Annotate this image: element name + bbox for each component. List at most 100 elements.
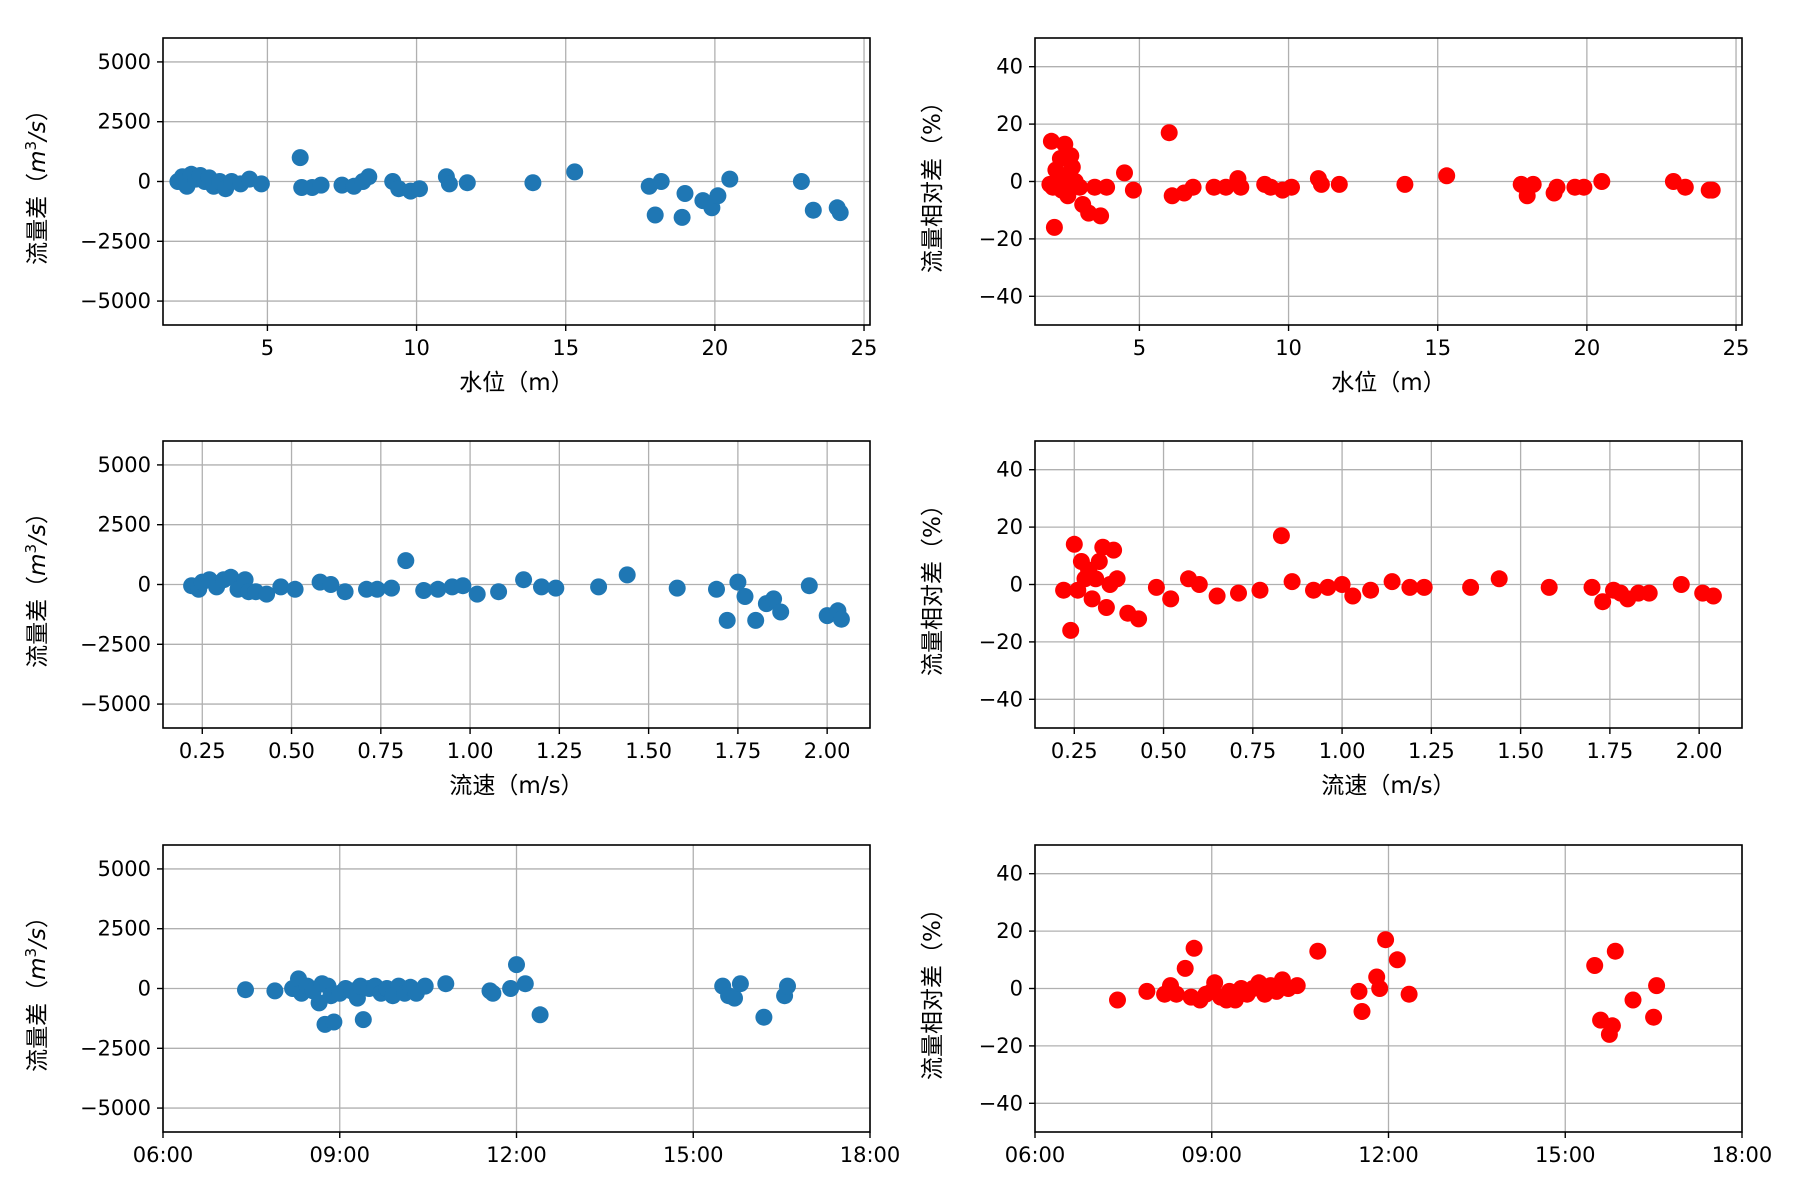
data-point xyxy=(779,977,796,995)
x-tick-label: 0.50 xyxy=(268,739,315,763)
subplot-level-diff: 5 10 15 20 25 −5000 −2500 0 2500 5000 水位（m） 流量差（m3/… xyxy=(22,37,878,396)
data-point xyxy=(1330,175,1348,193)
data-point xyxy=(1396,175,1414,193)
data-point xyxy=(1232,178,1250,196)
x-tick-label: 0.25 xyxy=(1051,739,1098,763)
y-tick-label: −20 xyxy=(979,630,1023,654)
data-point xyxy=(1071,178,1089,196)
data-point xyxy=(566,163,584,181)
data-point xyxy=(354,1011,372,1029)
data-point xyxy=(618,566,636,584)
y-tick-label: 5000 xyxy=(98,50,151,74)
data-point xyxy=(1305,581,1322,599)
data-point xyxy=(736,588,754,605)
data-point xyxy=(368,580,386,598)
x-tick-label: 10 xyxy=(1275,336,1302,360)
data-point xyxy=(1350,982,1368,1000)
data-point xyxy=(1109,991,1126,1009)
data-point xyxy=(1059,187,1077,205)
data-point xyxy=(1092,207,1110,225)
x-tick-label: 1.75 xyxy=(715,739,762,763)
data-point xyxy=(731,975,749,993)
data-point xyxy=(1251,581,1269,599)
data-point xyxy=(1147,578,1165,596)
data-point xyxy=(1377,931,1395,949)
data-point xyxy=(1087,570,1105,588)
y-axis-label: 流量相对差（%） xyxy=(920,90,946,273)
data-point xyxy=(1583,578,1601,596)
data-point xyxy=(312,176,330,194)
data-point xyxy=(726,989,743,1007)
data-point xyxy=(765,590,783,608)
data-point xyxy=(1130,610,1148,628)
data-point xyxy=(1176,959,1194,977)
data-point xyxy=(1312,175,1330,193)
x-tick-label: 1.75 xyxy=(1587,739,1634,763)
data-point xyxy=(458,174,476,192)
x-tick-label: 15:00 xyxy=(1535,1143,1596,1167)
data-point xyxy=(1086,178,1104,196)
x-tick-label: 06:00 xyxy=(1005,1143,1066,1167)
x-tick-label: 25 xyxy=(851,336,878,360)
data-point xyxy=(1083,590,1101,608)
subplot-time-rel: 06:00 09:00 12:00 15:00 18:00 −40 −20 0 20 40 流量相对… xyxy=(920,844,1772,1167)
data-point xyxy=(673,208,691,226)
data-point xyxy=(1462,578,1480,596)
data-point xyxy=(1283,178,1300,196)
data-point xyxy=(1353,1003,1371,1020)
data-point xyxy=(1672,576,1690,593)
y-tick-label: 5000 xyxy=(98,453,151,477)
data-point xyxy=(1540,578,1558,596)
data-point xyxy=(1090,553,1108,570)
data-point xyxy=(325,1013,343,1031)
data-point xyxy=(1288,977,1306,995)
data-point xyxy=(1217,178,1235,196)
x-axis-label: 流速（m/s） xyxy=(1321,773,1455,799)
x-tick-label: 5 xyxy=(1133,336,1146,360)
y-axis-label: 流量相对差（%） xyxy=(920,493,946,676)
data-point xyxy=(1319,578,1337,596)
data-point xyxy=(272,578,290,596)
y-axis-label: 流量差（m3/s） xyxy=(22,98,51,265)
data-point xyxy=(1042,132,1060,150)
data-point xyxy=(792,173,810,190)
data-point xyxy=(1097,599,1115,616)
data-point xyxy=(1438,167,1456,185)
x-tick-label: 15:00 xyxy=(663,1143,724,1167)
data-point xyxy=(266,982,284,1000)
data-point xyxy=(502,980,520,997)
y-tick-label: 40 xyxy=(996,458,1023,482)
y-tick-label: 0 xyxy=(1010,977,1023,1001)
data-point xyxy=(1105,541,1123,559)
x-tick-label: 1.25 xyxy=(536,739,583,763)
data-point xyxy=(1704,587,1722,605)
y-tick-label: 20 xyxy=(996,112,1023,136)
data-point xyxy=(708,580,725,598)
data-point xyxy=(729,573,747,591)
data-point xyxy=(1344,587,1362,605)
y-tick-label: 20 xyxy=(996,515,1023,539)
data-point xyxy=(1645,1008,1663,1026)
data-point xyxy=(1206,974,1224,992)
data-point xyxy=(1230,584,1247,602)
data-point xyxy=(454,577,472,595)
y-tick-label: −40 xyxy=(979,284,1023,308)
y-tick-label: 0 xyxy=(138,977,151,1001)
x-tick-label: 10 xyxy=(403,336,430,360)
x-axis-label: 水位（m） xyxy=(1331,370,1445,396)
x-tick-label: 09:00 xyxy=(309,1143,370,1167)
y-axis-label: 流量相对差（%） xyxy=(920,897,946,1080)
data-point xyxy=(468,585,486,603)
data-point xyxy=(709,187,727,205)
data-point xyxy=(411,180,428,198)
data-point xyxy=(533,578,550,596)
y-tick-label: 0 xyxy=(138,170,151,194)
data-point xyxy=(772,603,790,621)
data-point xyxy=(747,611,765,629)
y-axis-label: 流量差（m3/s） xyxy=(22,905,51,1072)
x-tick-label: 1.50 xyxy=(625,739,672,763)
y-tick-label: 2500 xyxy=(98,513,151,537)
y-tick-label: −40 xyxy=(979,687,1023,711)
y-axis-label: 流量差（m3/s） xyxy=(22,501,51,668)
